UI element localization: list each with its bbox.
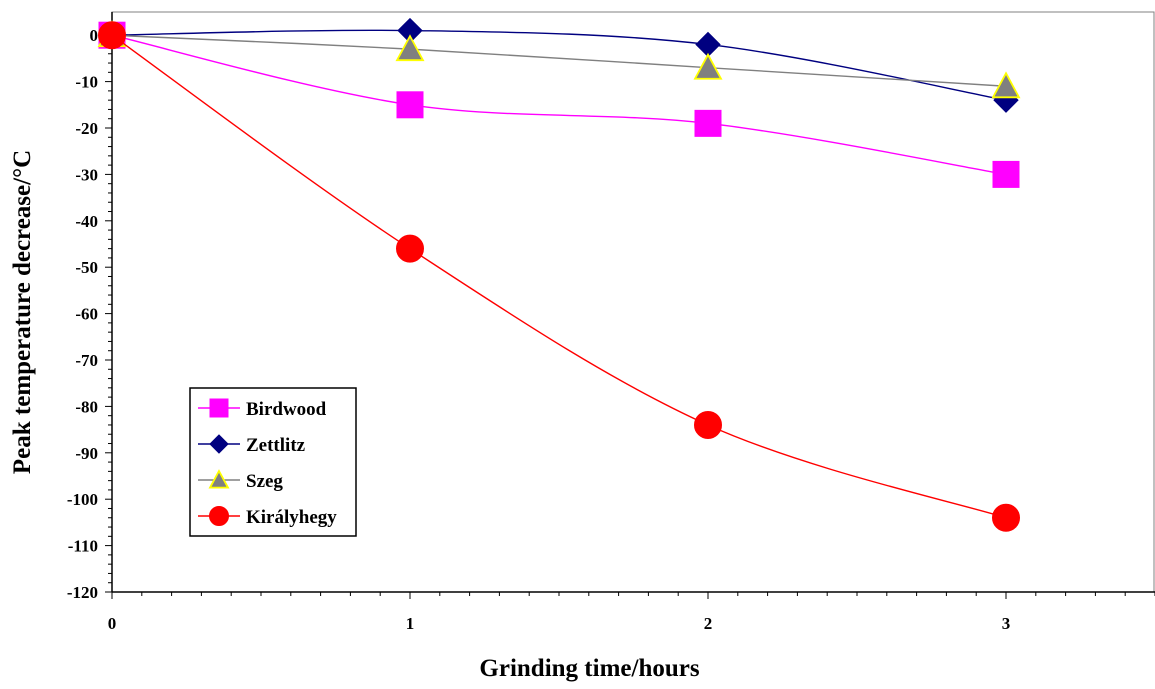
legend-item-zettlitz: Zettlitz [198,434,306,456]
data-point-kiralyhegy [98,21,126,50]
series-kiralyhegy [98,21,1020,532]
y-tick-label: -90 [75,444,98,463]
y-tick-label: -60 [75,305,98,324]
data-point-szeg [395,34,425,62]
data-point-szeg [991,71,1021,99]
y-axis-title: Peak temperature decrease/°C [9,150,36,474]
legend-item-kiralyhegy: Királyhegy [198,506,337,528]
y-tick-label: -100 [67,490,98,509]
y-tick-label: -70 [75,351,98,370]
y-tick-label: -50 [75,258,98,277]
legend-marker [209,434,229,454]
x-tick-label: 3 [1002,614,1011,633]
series-layer [97,17,1021,532]
data-point-birdwood [396,91,424,119]
series-line-birdwood [111,34,1007,176]
legend-label: Királyhegy [246,507,337,528]
y-tick-label: 0 [90,26,99,45]
legend-marker [209,398,229,418]
series-birdwood [98,21,1020,188]
legend: Birdwood Zettlitz Szeg Királyhegy [189,387,357,537]
data-point-szeg [693,52,723,80]
series-line-kiralyhegy [111,34,1007,519]
y-tick-label: -110 [68,537,98,556]
y-tick-label: -120 [67,583,98,602]
y-tick-label: -10 [75,73,98,92]
series-line-szeg [111,34,1007,87]
legend-marker [209,506,229,526]
legend-label: Birdwood [246,399,327,420]
y-tick-label: -30 [75,165,98,184]
data-point-birdwood [992,160,1020,188]
legend-label: Szeg [246,471,283,492]
x-tick-label: 1 [406,614,415,633]
axes: 0 -10 -20 -30 -40 -50 -60 -70 -80 -90 -100 -110 -120… [67,12,1155,633]
y-tick-label: -40 [75,212,98,231]
legend-label: Zettlitz [246,435,306,456]
legend-item-szeg: Szeg [198,469,283,492]
data-point-kiralyhegy [396,234,424,263]
series-line-zettlitz [111,29,1007,101]
data-point-kiralyhegy [992,503,1020,532]
data-point-birdwood [694,109,722,137]
legend-marker [208,469,230,489]
x-tick-label: 0 [108,614,117,633]
x-tick-label: 2 [704,614,713,633]
y-tick-label: -20 [75,119,98,138]
y-tick-label: -80 [75,397,98,416]
legend-item-birdwood: Birdwood [198,398,327,420]
data-point-kiralyhegy [694,410,722,439]
x-axis-title: Grinding time/hours [479,655,699,682]
